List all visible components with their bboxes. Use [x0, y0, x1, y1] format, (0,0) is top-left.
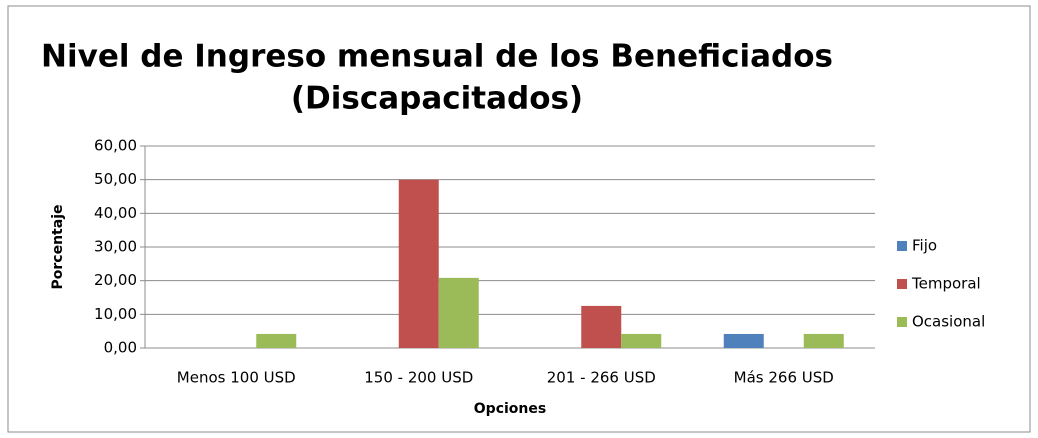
legend-swatch — [897, 279, 907, 289]
legend-swatch — [897, 241, 907, 251]
x-tick-label: Menos 100 USD — [177, 369, 296, 387]
y-tick-label: 40,00 — [94, 204, 137, 222]
bar — [398, 179, 439, 348]
y-tick-label: 60,00 — [94, 137, 137, 155]
legend-label: Ocasional — [912, 313, 985, 331]
y-tick-label: 50,00 — [94, 170, 137, 188]
y-tick-label: 30,00 — [94, 238, 137, 256]
bar — [581, 305, 622, 348]
chart-title: Nivel de Ingreso mensual de los Benefici… — [41, 39, 833, 75]
bar — [256, 333, 297, 348]
y-axis-label: Porcentaje — [50, 205, 66, 290]
bar — [723, 333, 764, 348]
bar — [438, 277, 479, 348]
chart-border — [7, 5, 1031, 433]
x-tick-label: 150 - 200 USD — [364, 369, 473, 387]
legend-label: Temporal — [911, 275, 981, 293]
x-tick-label: 201 - 266 USD — [547, 369, 656, 387]
y-tick-label: 0,00 — [104, 339, 137, 357]
chart-title: (Discapacitados) — [291, 81, 583, 117]
x-axis-label: Opciones — [474, 401, 546, 417]
x-tick-label: Más 266 USD — [734, 369, 834, 387]
bar — [803, 333, 844, 348]
y-tick-label: 10,00 — [94, 305, 137, 323]
bar — [621, 333, 662, 348]
legend-swatch — [897, 317, 907, 327]
y-tick-label: 20,00 — [94, 271, 137, 289]
legend-label: Fijo — [912, 237, 937, 255]
